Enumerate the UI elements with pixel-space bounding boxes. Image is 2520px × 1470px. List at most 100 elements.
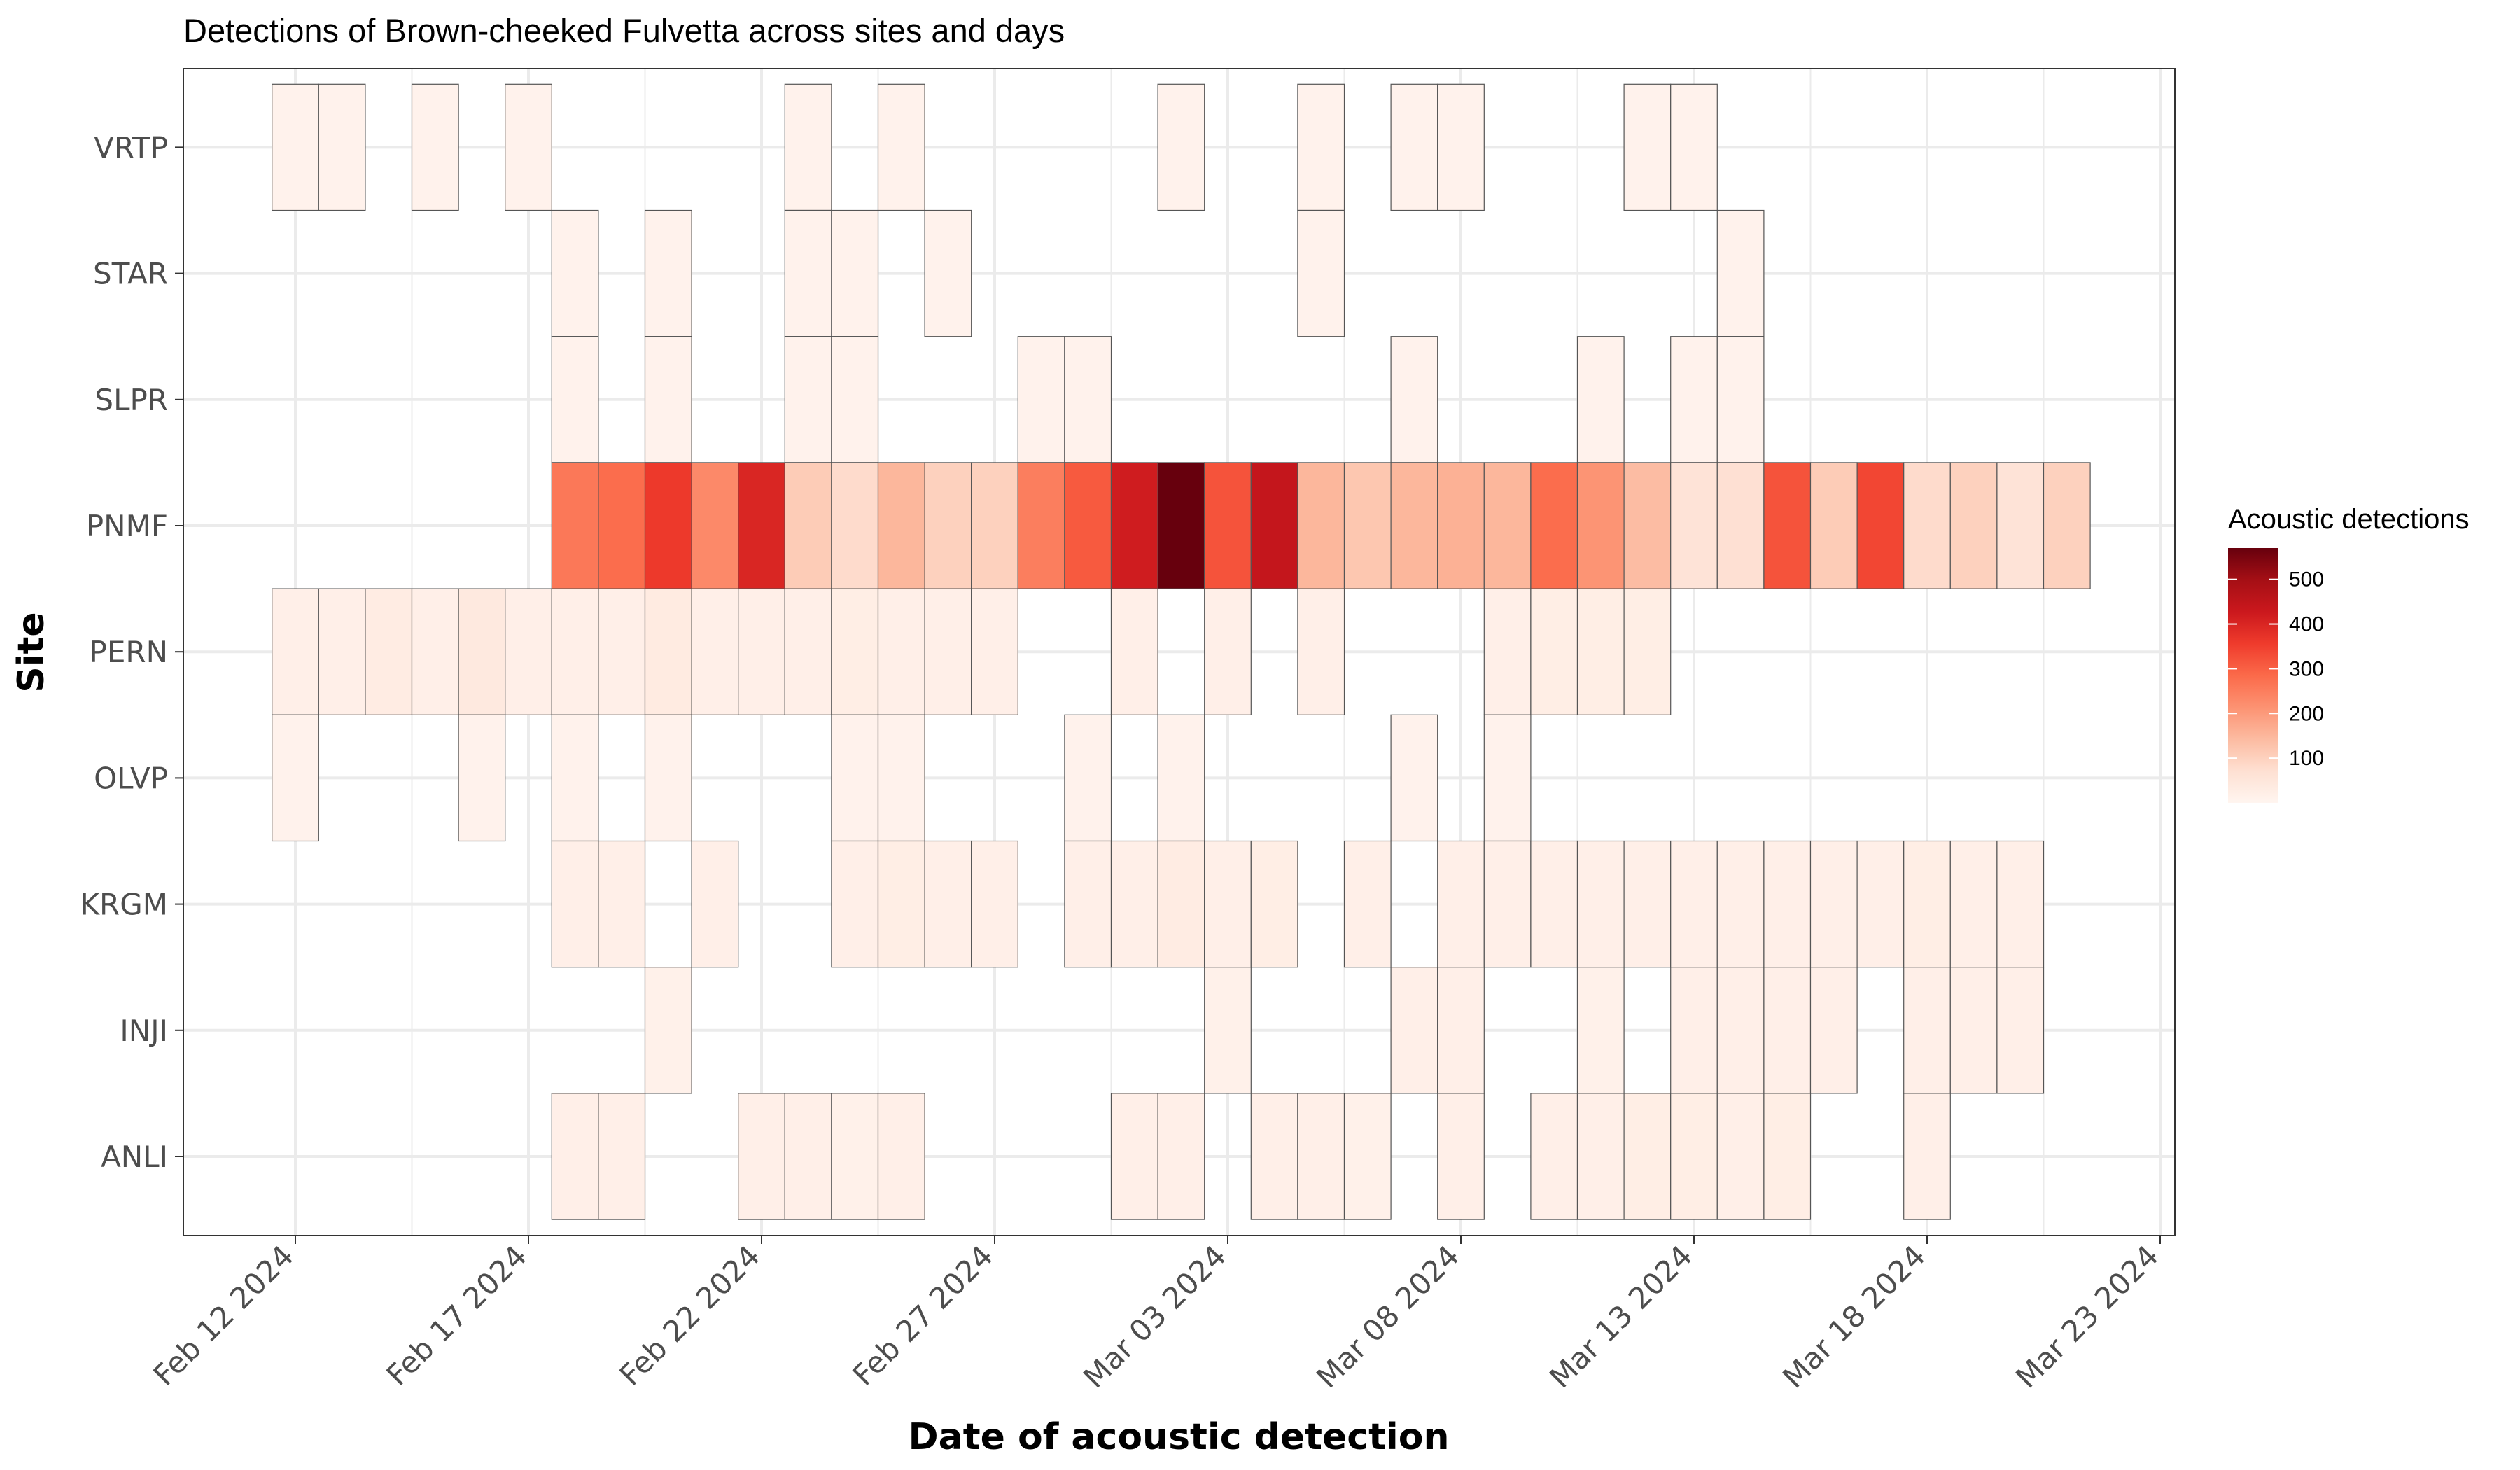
heatmap-cell — [551, 462, 599, 589]
heatmap-cell — [1576, 462, 1625, 589]
y-tick-label: INJI — [120, 1014, 168, 1048]
heatmap-cell — [738, 462, 785, 589]
heatmap-cell — [971, 840, 1018, 968]
heatmap-cell — [1343, 840, 1392, 968]
heatmap-cell — [1250, 840, 1298, 968]
legend-colorbar — [2228, 548, 2278, 803]
heatmap-cell — [644, 336, 692, 463]
heatmap-cell — [1064, 336, 1112, 463]
heatmap-cell — [551, 588, 599, 715]
heatmap-cell — [1903, 840, 1951, 968]
heatmap-cell — [411, 588, 459, 715]
heatmap-cell — [831, 462, 879, 589]
heatmap-cell — [1949, 840, 1998, 968]
color-legend: Acoustic detections 100 200 300 400 500 — [2228, 504, 2470, 803]
x-tick-label: Mar 23 2024 — [2009, 1238, 2165, 1394]
legend-title: Acoustic detections — [2228, 504, 2470, 535]
heatmap-cell — [644, 714, 692, 842]
heatmap-cell — [877, 588, 925, 715]
heatmap-cell — [1716, 336, 1765, 463]
heatmap-cell — [1949, 967, 1998, 1094]
heatmap-cell — [1157, 1093, 1205, 1220]
heatmap-cell — [1204, 462, 1252, 589]
heatmap-cell — [1576, 967, 1625, 1094]
legend-tick-label: 400 — [2289, 613, 2324, 636]
y-tick-label: PERN — [90, 635, 168, 669]
legend-tick-label: 200 — [2289, 702, 2324, 725]
heatmap-cell — [2043, 462, 2091, 589]
heatmap-cell — [1903, 462, 1951, 589]
x-axis: Feb 12 2024 Feb 17 2024 Feb 22 2024 Feb 27 … — [147, 1236, 2165, 1394]
heatmap-cell — [1483, 840, 1532, 968]
x-tick-label: Mar 13 2024 — [1543, 1238, 1699, 1394]
heatmap-cell — [1763, 967, 1812, 1094]
heatmap-cell — [877, 840, 925, 968]
heatmap-cell — [1064, 840, 1112, 968]
legend-tick-label: 300 — [2289, 657, 2324, 680]
y-axis-title: Site — [10, 612, 52, 692]
heatmap-cell — [1903, 967, 1951, 1094]
heatmap-cell — [1343, 462, 1392, 589]
heatmap-cell — [831, 588, 879, 715]
heatmap-cell — [1390, 462, 1438, 589]
heatmap-cell — [971, 588, 1018, 715]
heatmap-cell — [598, 1093, 646, 1220]
heatmap-cell — [1297, 462, 1345, 589]
heatmap-cell — [1576, 1093, 1625, 1220]
heatmap-cell — [318, 83, 366, 211]
heatmap-cell — [1996, 462, 2045, 589]
x-axis-title: Date of acoustic detection — [908, 1416, 1449, 1458]
heatmap-cell — [1204, 588, 1252, 715]
heatmap-cell — [458, 714, 506, 842]
heatmap-cell — [1204, 967, 1252, 1094]
heatmap-cell — [1576, 336, 1625, 463]
heatmap-cell — [1530, 588, 1578, 715]
heatmap-cell — [1996, 967, 2045, 1094]
heatmap-cell — [1809, 967, 1858, 1094]
heatmap-cell — [924, 588, 972, 715]
heatmap-cell — [877, 714, 925, 842]
heatmap-cell — [1437, 1093, 1485, 1220]
heatmap-cell — [598, 840, 646, 968]
heatmap-cell — [1297, 209, 1345, 337]
heatmap-cell — [1437, 967, 1485, 1094]
heatmap-cell — [551, 840, 599, 968]
heatmap-cell — [784, 588, 832, 715]
heatmap-cell — [505, 588, 552, 715]
heatmap-cell — [831, 1093, 879, 1220]
heatmap-cell — [924, 209, 972, 337]
heatmap-cell — [784, 83, 832, 211]
heatmap-cell — [831, 714, 879, 842]
heatmap-cell — [1157, 83, 1205, 211]
heatmap-cell — [1157, 714, 1205, 842]
heatmap-cell — [1483, 588, 1532, 715]
heatmap-cell — [1297, 588, 1345, 715]
heatmap-cell — [1716, 462, 1765, 589]
heatmap-cell — [318, 588, 366, 715]
heatmap-cell — [1809, 462, 1858, 589]
heatmap-cell — [877, 83, 925, 211]
heatmap-cell — [1670, 336, 1718, 463]
heatmap-cell — [272, 588, 319, 715]
heatmap-cell — [924, 840, 972, 968]
heatmap-cell — [1110, 840, 1158, 968]
heatmap-cell — [272, 714, 319, 842]
heatmap-cell — [784, 1093, 832, 1220]
heatmap-cell — [1856, 840, 1905, 968]
heatmap-cell — [1437, 462, 1485, 589]
heatmap-cell — [1157, 840, 1205, 968]
heatmap-cell — [1903, 1093, 1951, 1220]
heatmap-cell — [1110, 462, 1158, 589]
heatmap-cell — [924, 462, 972, 589]
heatmap-cell — [1390, 83, 1438, 211]
heatmap-cell — [1110, 588, 1158, 715]
heatmap-cell — [1250, 462, 1298, 589]
heatmap-cell — [598, 462, 646, 589]
heatmap-cell — [644, 462, 692, 589]
heatmap-cell — [272, 83, 319, 211]
heatmap-cell — [1483, 714, 1532, 842]
heatmap-cell — [1064, 714, 1112, 842]
heatmap-cell — [1623, 588, 1672, 715]
x-tick-label: Feb 22 2024 — [613, 1238, 766, 1392]
y-axis: ANLI INJI KRGM OLVP PERN PNMF SLPR STAR VRTP — [80, 130, 183, 1174]
